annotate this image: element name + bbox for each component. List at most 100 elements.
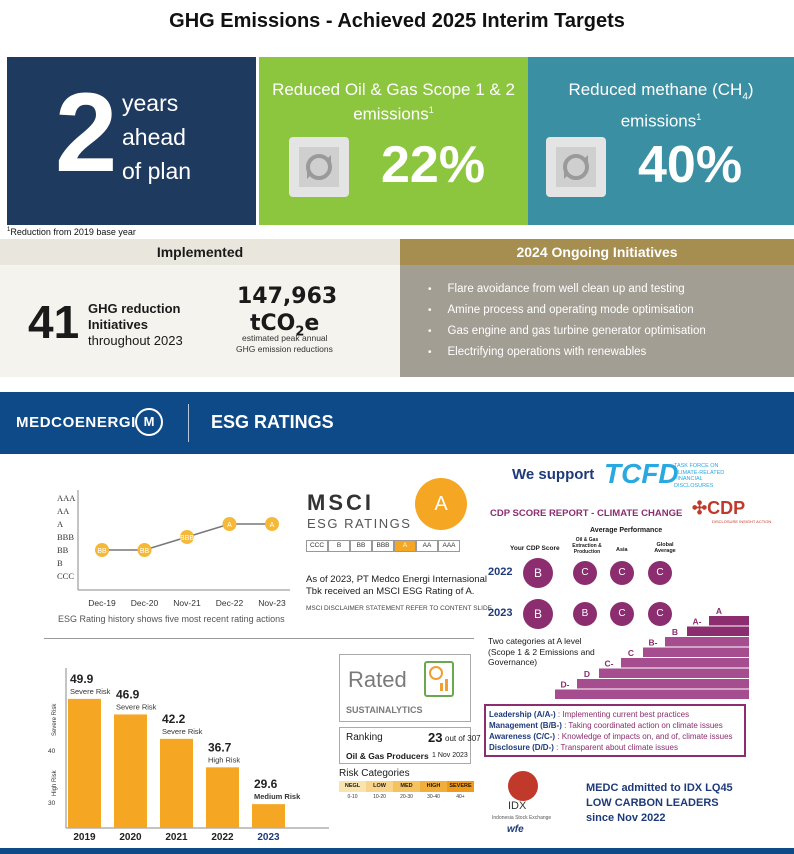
banner-divider [188, 404, 189, 442]
risk-category-label: Severe Risk [116, 702, 157, 711]
msci-chart-caption: ESG Rating history shows five most recen… [58, 614, 285, 624]
risk-category-name: MED [393, 781, 420, 792]
risk-bar [114, 714, 147, 828]
average-performance-label: Average Performance [590, 527, 663, 534]
cdp-score-circle: B [573, 602, 597, 626]
risk-category-range: 0-10 [347, 794, 358, 800]
msci-scale-cell: BB [350, 540, 372, 552]
y-tick-label: A [57, 519, 64, 529]
cdp-score-circle: B [523, 599, 553, 629]
initiatives-line3: throughout 2023 [88, 333, 183, 348]
msci-logo-block: MSCI ESG RATINGS A [307, 478, 477, 558]
x-tick-label: Nov-23 [258, 598, 286, 608]
idx-note: MEDC admitted to IDX LQ45 LOW CARBON LEA… [586, 781, 733, 826]
cdp-step [599, 668, 749, 678]
reduction-note1: estimated peak annual [242, 333, 328, 343]
x-tick-label: Nov-21 [173, 598, 201, 608]
risk-bar [160, 738, 193, 828]
rated-label: Rated [348, 667, 407, 692]
risk-category-name: NEGL [339, 781, 366, 792]
x-tick-label: 2021 [165, 832, 188, 843]
legend-key: Leadership (A/A-) [489, 710, 556, 719]
tcfd-small-line: DISCLOSURES [674, 482, 714, 489]
risk-bar [68, 698, 101, 828]
cdp-score-circle: B [523, 558, 553, 588]
methane-reduction-value: 40% [638, 136, 743, 194]
rating-point [95, 543, 109, 557]
legend-key: Management (B/B-) [489, 721, 562, 730]
msci-scale: CCC B BB BBB A AA AAA [306, 540, 460, 552]
cdp-step-label-bg [601, 658, 619, 669]
oil-gas-reduction-value: 22% [381, 136, 486, 194]
ongoing-item: Gas engine and gas turbine generator opt… [428, 321, 794, 342]
msci-logo: MSCI [307, 490, 374, 515]
rating-point [222, 517, 237, 531]
idx-note-line: MEDC admitted to IDX LQ45 [586, 782, 733, 794]
ongoing-list: Flare avoidance from well clean up and t… [400, 265, 794, 363]
risk-category-name: HIGH [420, 781, 447, 792]
oil-gas-caption: Reduced Oil & Gas Scope 1 & 2 emissions1 [272, 80, 515, 124]
risk-category: LOW 10-20 [366, 781, 393, 802]
x-tick-label: 2020 [119, 832, 142, 843]
ongoing-panel: Flare avoidance from well clean up and t… [400, 265, 794, 377]
risk-category-label: Severe Risk [70, 687, 111, 696]
cdp-note: Two categories at A level (Scope 1 & 2 E… [488, 636, 595, 667]
cdp-step-label: C- [605, 659, 614, 669]
ongoing-heading: 2024 Ongoing Initiatives [400, 239, 794, 265]
msci-scale-cell: B [328, 540, 350, 552]
y-tick-label: 30 [48, 800, 56, 807]
sustainalytics-rated-badge: Rated SUSTAINALYTICS [339, 654, 471, 722]
section-divider [44, 638, 474, 639]
cdp-step-label: C [628, 648, 634, 658]
footnote: 1Reduction from 2019 base year [7, 227, 136, 237]
esg-ratings-title: ESG RATINGS [211, 412, 334, 432]
esg-banner: MEDCOENERGI M ESG RATINGS [0, 392, 794, 454]
cdp-step-label-bg [623, 648, 641, 658]
global-col-label: Global Average [654, 542, 676, 554]
bottom-bar [0, 848, 794, 854]
idx-logo-text: IDX [508, 800, 527, 812]
cdp-step-label: A- [693, 617, 702, 627]
your-cdp-score-label: Your CDP Score [510, 545, 560, 552]
risk-category-range: 20-30 [400, 794, 413, 800]
tcfd-small-line: FINANCIAL [674, 476, 703, 482]
msci-statement-line: Tbk received an MSCI ESG Rating of A. [306, 586, 475, 597]
cdp-step-label-bg [667, 627, 685, 637]
cdp-step-label: D [584, 669, 590, 679]
cdp-step-label-bg [711, 606, 729, 616]
msci-scale-cell: BBB [372, 540, 394, 552]
implemented-panel: 41 GHG reduction Initiatives throughout … [0, 265, 400, 377]
idx-logo-icon [508, 771, 538, 801]
legend-key: Awareness (C/C-) [489, 732, 556, 741]
cdp-score-circle: C [648, 602, 672, 626]
x-tick-label: 2019 [73, 832, 96, 843]
cdp-step-label: A [716, 606, 722, 616]
legend-value: : Taking coordinated action on climate i… [564, 721, 723, 730]
rating-point-label: BBB [180, 535, 194, 542]
msci-scale-cell: AAA [438, 540, 460, 552]
risk-category: MED 20-30 [393, 781, 420, 802]
y-tick-label: CCC [57, 571, 74, 581]
ongoing-item: Amine process and operating mode optimis… [428, 300, 794, 321]
methane-reduction-tile: Reduced methane (CH4) emissions1 40% [528, 57, 794, 225]
cdp-step [665, 637, 749, 647]
risk-category: NEGL 0-10 [339, 781, 366, 802]
risk-value-label: 29.6 [254, 777, 278, 791]
cdp-step [577, 679, 749, 689]
msci-scale-cell: CCC [306, 540, 328, 552]
report-icon [424, 661, 454, 697]
methane-caption: Reduced methane (CH4) emissions1 [568, 80, 754, 132]
cdp-score-staircase: D- D C- C B- B A- A [555, 606, 749, 699]
page-title: GHG Emissions - Achieved 2025 Interim Ta… [169, 10, 625, 32]
cdp-legend: Leadership (A/A-) : Implementing current… [484, 704, 746, 757]
cdp-year-label: 2023 [488, 607, 513, 619]
risk-value-label: 36.7 [208, 740, 232, 754]
cdp-step-label-bg [645, 637, 663, 648]
risk-category-label: Medium Risk [254, 792, 301, 801]
ranking-label: Ranking [346, 732, 383, 743]
cdp-score-circle: C [648, 561, 672, 585]
x-tick-label: 2023 [257, 832, 280, 843]
years-ahead-tile: 2 years ahead of plan [7, 57, 256, 225]
rating-point-label: BB [140, 548, 150, 555]
x-tick-label: Dec-20 [131, 598, 159, 608]
